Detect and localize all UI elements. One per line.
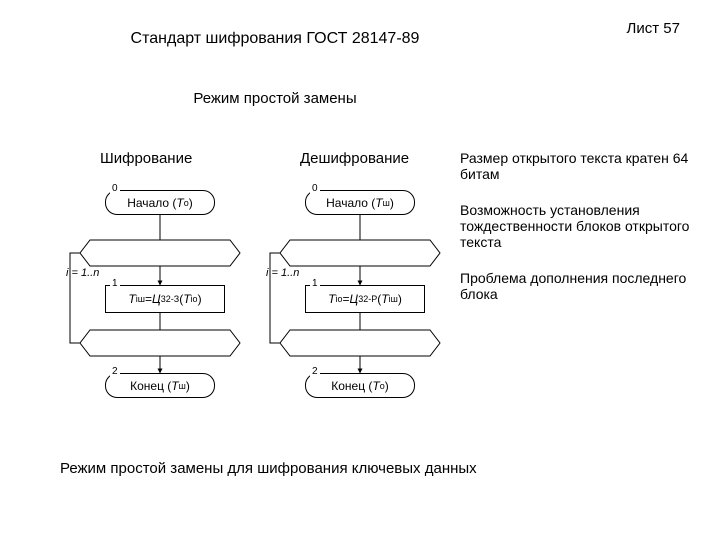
node-body: Tiш = Ц32-З(Tiо) xyxy=(105,285,225,313)
node-num-0: 0 xyxy=(110,183,120,194)
page: Лист 57 Стандарт шифрования ГОСТ 28147-8… xyxy=(0,0,720,540)
node-end: Конец (Tш) xyxy=(105,373,215,398)
note-2: Возможность установления тождественности… xyxy=(460,202,700,250)
node-end-var: T xyxy=(171,379,178,393)
node-start: Начало (Tш) xyxy=(305,190,415,215)
node-end-text-a: Конец ( xyxy=(130,379,171,393)
node-num-1: 1 xyxy=(310,278,320,289)
node-start-sub: ш xyxy=(383,198,390,208)
node-start-text-a: Начало ( xyxy=(326,196,375,210)
page-subtitle: Режим простой замены xyxy=(0,90,550,107)
body-arg-var: T xyxy=(183,292,190,306)
flowchart-encrypt: 0 Начало (Tо) i = 1..n 1 Tiш = Ц32-З(Tiо… xyxy=(70,175,250,405)
node-num-1: 1 xyxy=(110,278,120,289)
note-3: Проблема дополнения последнего блока xyxy=(460,270,700,302)
node-end-text-b: ) xyxy=(385,379,389,393)
body-close: ) xyxy=(398,292,402,306)
body-arg-sup: ш xyxy=(391,294,398,304)
body-fn-sub: 32-Р xyxy=(358,294,377,304)
node-start-var: T xyxy=(375,196,382,210)
node-num-2: 2 xyxy=(110,366,120,377)
node-num-2: 2 xyxy=(310,366,320,377)
node-end-var: T xyxy=(372,379,379,393)
body-fn-sub: 32-З xyxy=(161,294,179,304)
flowchart-decrypt: 0 Начало (Tш) i = 1..n 1 Tiо = Ц32-Р(Tiш… xyxy=(270,175,450,405)
node-end-sub: ш xyxy=(179,381,186,391)
body-lhs-sup: ш xyxy=(138,294,145,304)
body-eq: = xyxy=(145,292,152,306)
note-1: Размер открытого текста кратен 64 битам xyxy=(460,150,700,182)
node-start-var: T xyxy=(176,196,183,210)
loop-label: i = 1..n xyxy=(66,267,99,279)
notes: Размер открытого текста кратен 64 битам … xyxy=(460,150,700,322)
footer: Режим простой замены для шифрования ключ… xyxy=(60,460,477,477)
column-heading-encrypt: Шифрование xyxy=(100,150,192,167)
node-num-0: 0 xyxy=(310,183,320,194)
node-end: Конец (Tо) xyxy=(305,373,415,398)
node-end-text-a: Конец ( xyxy=(331,379,372,393)
node-end-text-b: ) xyxy=(186,379,190,393)
loop-label: i = 1..n xyxy=(266,267,299,279)
body-lhs-var: T xyxy=(128,292,135,306)
body-arg-var: T xyxy=(381,292,388,306)
node-start-text-b: ) xyxy=(390,196,394,210)
page-title: Стандарт шифрования ГОСТ 28147-89 xyxy=(0,30,550,48)
node-start-text-a: Начало ( xyxy=(127,196,176,210)
node-start: Начало (Tо) xyxy=(105,190,215,215)
body-fn: Ц xyxy=(350,292,359,306)
node-body: Tiо = Ц32-Р(Tiш) xyxy=(305,285,425,313)
column-heading-decrypt: Дешифрование xyxy=(300,150,409,167)
page-number: Лист 57 xyxy=(627,20,680,37)
body-close: ) xyxy=(198,292,202,306)
body-lhs-var: T xyxy=(328,292,335,306)
node-start-text-b: ) xyxy=(189,196,193,210)
body-eq: = xyxy=(343,292,350,306)
body-fn: Ц xyxy=(152,292,161,306)
